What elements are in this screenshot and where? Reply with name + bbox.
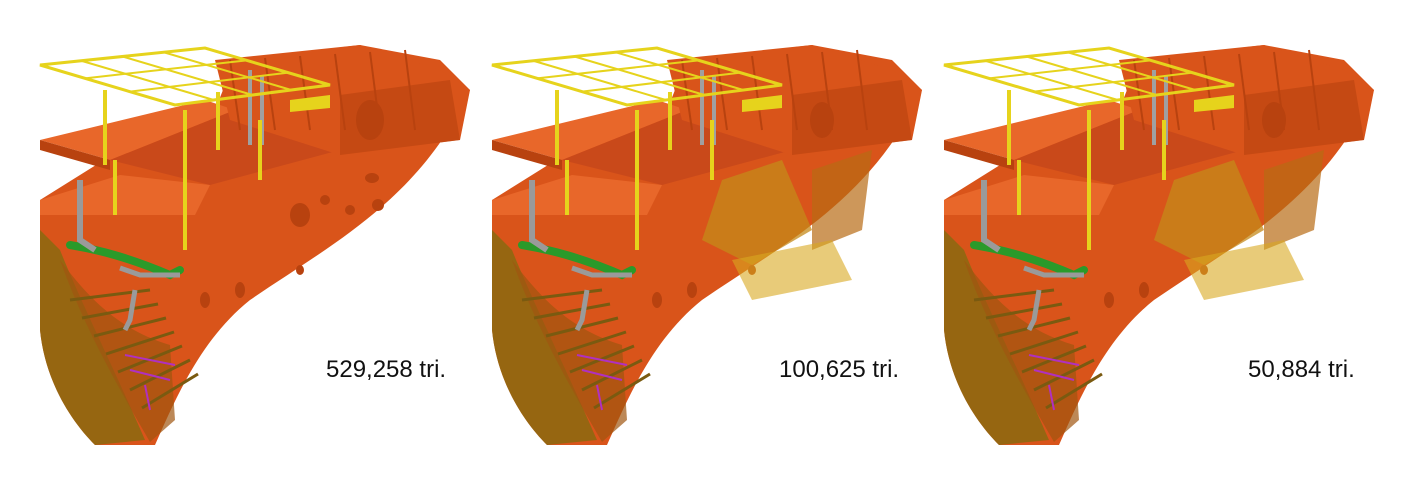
model-panel-1: 529,258 tri. <box>0 0 476 480</box>
model-panel-3: 50,884 tri. <box>904 0 1380 480</box>
ship-bow-render-2 <box>491 45 922 445</box>
ship-bow-render-3 <box>943 45 1374 445</box>
triangle-count-label: 50,884 tri. <box>1248 356 1355 383</box>
triangle-count-label: 100,625 tri. <box>779 356 900 383</box>
ship-bow-render-1 <box>39 45 470 445</box>
model-panel-2: 100,625 tri. <box>452 0 928 480</box>
triangle-count-label: 529,258 tri. <box>326 356 447 383</box>
